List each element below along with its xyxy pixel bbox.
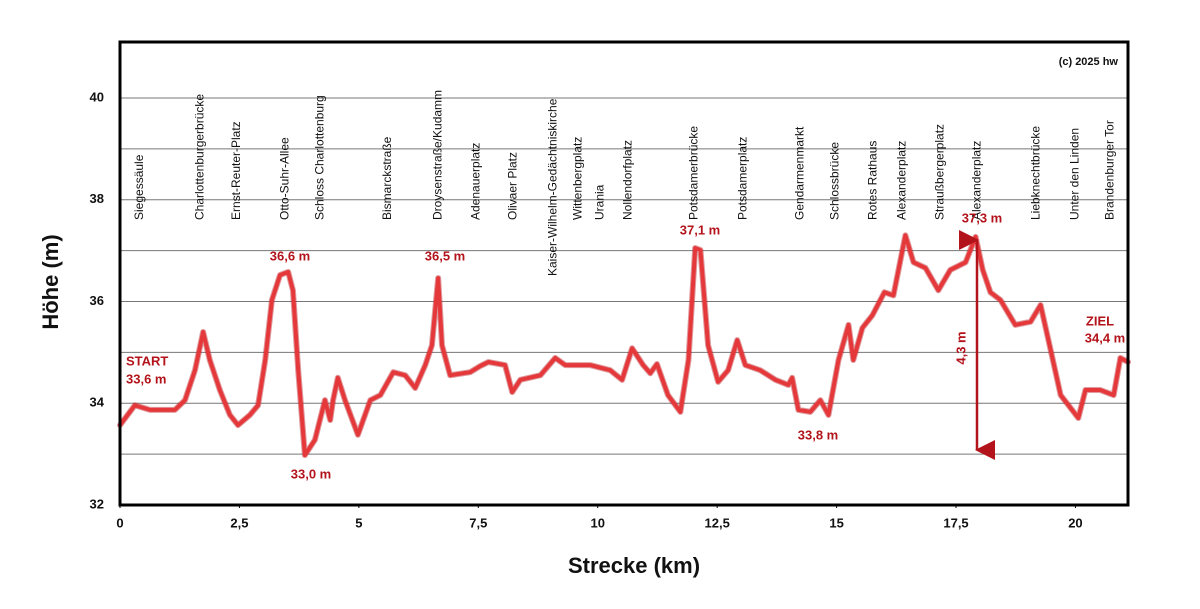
x-tick-label: 7,5	[469, 515, 487, 530]
y-tick-label: 32	[90, 496, 104, 511]
annotation: 37,1 m	[680, 222, 720, 237]
annotation: 4,3 m	[953, 331, 968, 364]
x-axis-title: Strecke (km)	[568, 553, 700, 578]
x-tick-label: 20	[1068, 515, 1082, 530]
x-tick-label: 2,5	[230, 515, 248, 530]
station-label: Droysenstraße/Kudamm	[430, 90, 444, 220]
x-tick-label: 15	[829, 515, 843, 530]
station-label: Alexanderplatz	[970, 141, 984, 220]
station-label: Brandenburger Tor	[1102, 120, 1116, 220]
station-label: Schloss Charlottenburg	[312, 95, 326, 220]
station-label: Nollendorfplatz	[620, 140, 634, 220]
station-label: Adenauerplatz	[469, 143, 483, 220]
copyright: (c) 2025 hw	[1059, 56, 1119, 68]
y-tick-label: 34	[90, 395, 105, 410]
x-tick-label: 10	[590, 515, 604, 530]
station-label: Otto-Suhr-Allee	[277, 137, 291, 220]
annotation: 33,0 m	[291, 466, 331, 481]
y-axis-title: Höhe (m)	[38, 234, 63, 329]
x-tick-label: 5	[355, 515, 362, 530]
station-label: Schlossbrücke	[827, 142, 841, 220]
station-label: Gendarmenmarkt	[792, 126, 806, 220]
station-label: Charlottenburgerbrücke	[192, 94, 206, 220]
y-tick-label: 38	[90, 191, 104, 206]
annotation: START	[126, 353, 168, 368]
x-tick-label: 17,5	[943, 515, 968, 530]
station-label: Unter den Linden	[1068, 128, 1082, 220]
station-label: Straußbergerplatz	[932, 124, 946, 220]
station-label: Bismarckstraße	[380, 136, 394, 220]
x-tick-label: 12,5	[705, 515, 730, 530]
x-tick-label: 0	[116, 515, 123, 530]
elevation-line	[118, 233, 1130, 458]
station-label: Potsdamerplatz	[736, 137, 750, 220]
annotation: 36,6 m	[270, 248, 310, 263]
station-label: Liebknechtbrücke	[1028, 126, 1042, 220]
plot-frame	[118, 40, 1130, 507]
annotation: 36,5 m	[425, 248, 465, 263]
annotation: 33,6 m	[126, 371, 166, 386]
station-label: Siegessäule	[132, 154, 146, 220]
station-label: Rotes Rathaus	[866, 141, 880, 220]
station-label: Kaiser-Wilhelm-Gedächtniskirche	[545, 98, 559, 276]
annotation: 34,4 m	[1085, 330, 1125, 345]
annotation: 37,3 m	[962, 210, 1002, 225]
station-label: Olivaer Platz	[505, 152, 519, 220]
station-label: Potsdamerbrücke	[686, 126, 700, 220]
annotation: ZIEL	[1086, 313, 1114, 328]
station-label: Ernst-Reuter-Platz	[229, 121, 243, 220]
y-tick-label: 40	[90, 89, 104, 104]
plot	[117, 232, 1131, 459]
annotation: 33,8 m	[798, 427, 838, 442]
station-label: Wittenbergplatz	[570, 137, 584, 220]
station-labels: Siegessäule Charlottenburgerbrücke Ernst-R…	[132, 90, 1116, 276]
station-label: Alexanderplatz	[895, 141, 909, 220]
y-tick-label: 36	[90, 293, 104, 308]
station-label: Urania	[592, 184, 606, 220]
